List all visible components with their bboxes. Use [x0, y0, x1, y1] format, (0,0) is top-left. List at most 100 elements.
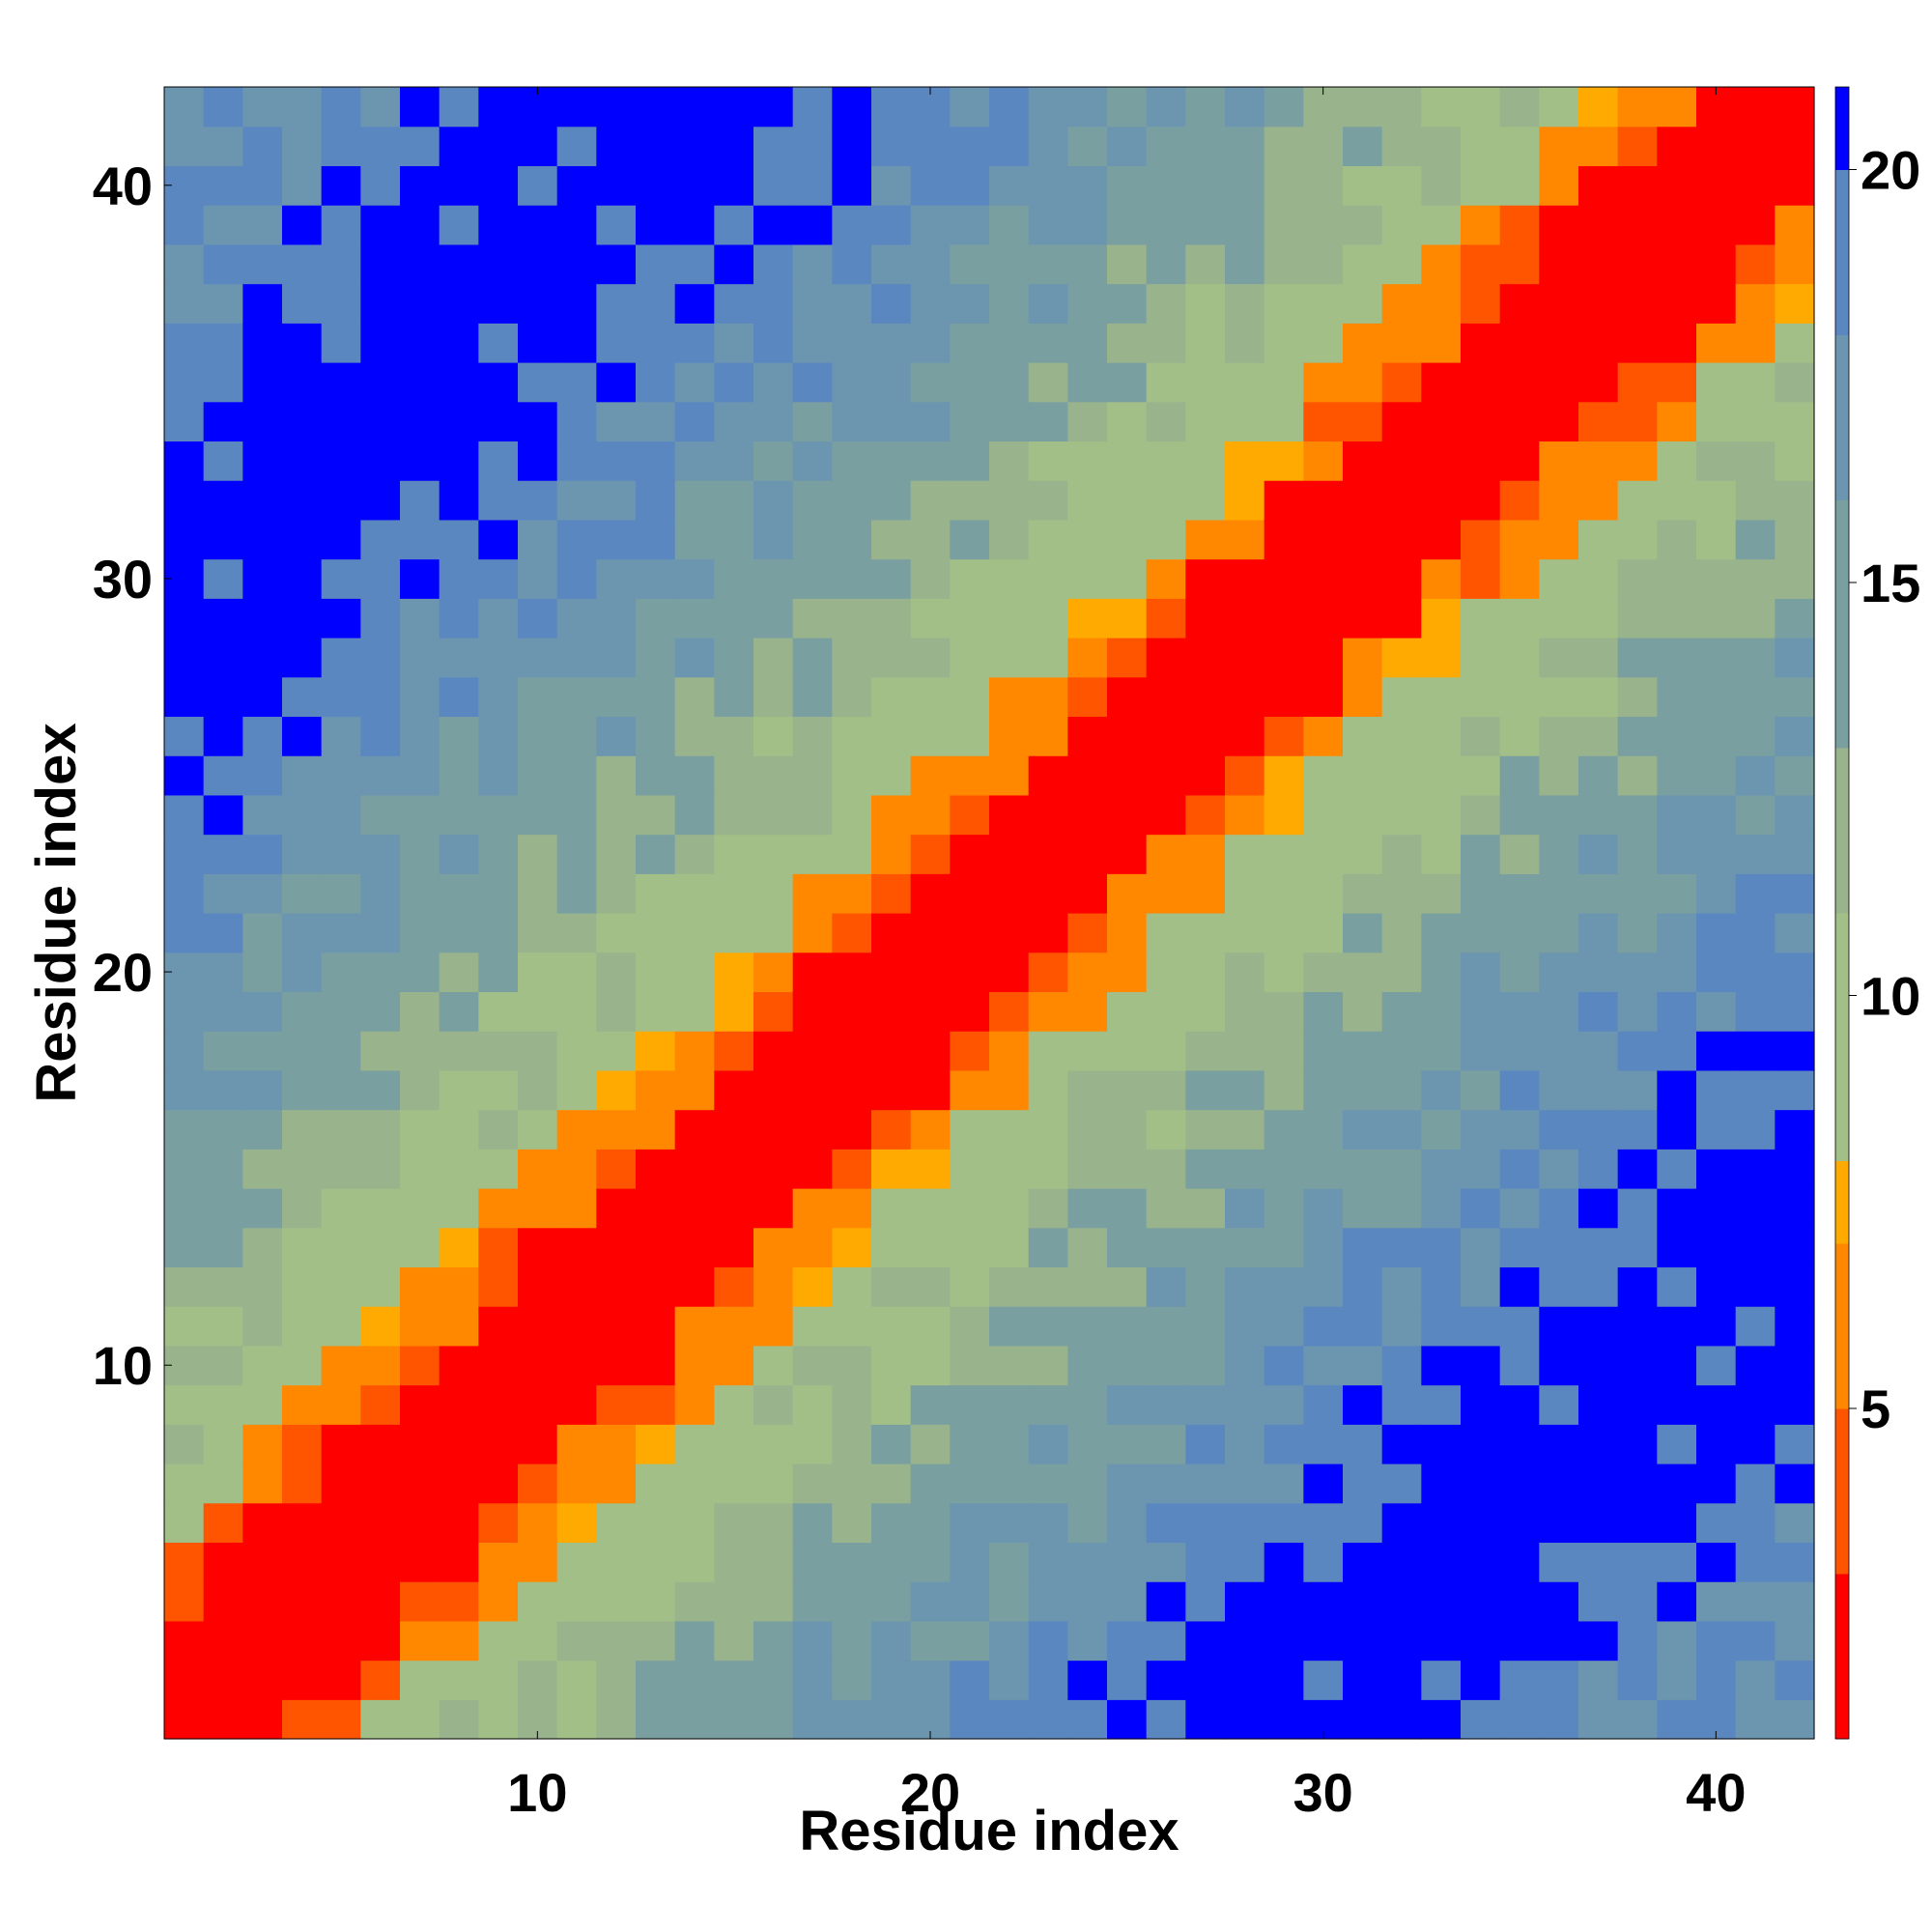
heatmap-cell [1735, 1266, 1776, 1307]
heatmap-cell [1735, 873, 1776, 914]
heatmap-cell [1225, 1581, 1265, 1622]
heatmap-cell [596, 1620, 637, 1662]
heatmap-cell [321, 676, 361, 718]
heatmap-cell [1657, 1424, 1697, 1464]
heatmap-cell [832, 1463, 872, 1504]
heatmap-cell [1421, 1109, 1462, 1150]
heatmap-cell [950, 834, 990, 874]
heatmap-cell [1539, 676, 1579, 718]
heatmap-cell [1225, 558, 1265, 599]
heatmap-cell [832, 440, 872, 481]
heatmap-cell [871, 1463, 912, 1504]
heatmap-cell [832, 165, 872, 206]
heatmap-cell [439, 519, 479, 560]
heatmap-cell [1381, 873, 1422, 914]
heatmap-cell [1343, 1581, 1383, 1622]
heatmap-cell [1146, 1542, 1186, 1582]
heatmap-cell [1028, 991, 1068, 1032]
heatmap-cell [1303, 165, 1344, 206]
heatmap-cell [753, 323, 794, 363]
heatmap-cell [714, 1384, 754, 1425]
heatmap-cell [1421, 1581, 1462, 1622]
heatmap-cell [910, 1620, 951, 1662]
heatmap-cell [1657, 1660, 1697, 1700]
heatmap-cell [1146, 1345, 1186, 1386]
heatmap-cell [1067, 1345, 1108, 1386]
heatmap-cell [1225, 1149, 1265, 1189]
heatmap-cell [910, 1109, 951, 1150]
heatmap-cell [1657, 362, 1697, 403]
heatmap-cell [1303, 1149, 1344, 1189]
heatmap-cell [1303, 1384, 1344, 1425]
colorbar-tick-label: 10 [1861, 966, 1920, 1027]
heatmap-cell [792, 1660, 833, 1700]
heatmap-cell [518, 676, 558, 718]
heatmap-cell [1735, 676, 1776, 718]
heatmap-cell [950, 1345, 990, 1386]
heatmap-cell [714, 913, 754, 953]
heatmap-cell [400, 558, 440, 599]
heatmap-cell [1617, 362, 1658, 403]
heatmap-cell [164, 1384, 205, 1425]
heatmap-cell [1657, 873, 1697, 914]
heatmap-cell [871, 638, 912, 678]
heatmap-cell [164, 598, 205, 639]
heatmap-cell [1775, 1542, 1815, 1582]
heatmap-cell [1539, 1660, 1579, 1700]
heatmap-cell [714, 676, 754, 718]
heatmap-cell [1381, 716, 1422, 756]
heatmap-cell [478, 1463, 519, 1504]
heatmap-cell [1735, 1463, 1776, 1504]
heatmap-cell [1225, 1620, 1265, 1662]
heatmap-cell [1264, 1149, 1304, 1189]
heatmap-cell [518, 440, 558, 481]
heatmap-cell [556, 873, 597, 914]
heatmap-cell [282, 1463, 323, 1504]
heatmap-cell [636, 165, 676, 206]
heatmap-cell [518, 952, 558, 993]
heatmap-cell [360, 952, 401, 993]
heatmap-cell [1735, 1424, 1776, 1464]
heatmap-cell [1775, 1266, 1815, 1307]
heatmap-cell [1067, 1384, 1108, 1425]
heatmap-cell [1067, 755, 1108, 796]
heatmap-cell [1381, 558, 1422, 599]
heatmap-cell [164, 126, 205, 167]
heatmap-cell [1107, 913, 1148, 953]
heatmap-cell [439, 913, 479, 953]
heatmap-cell [596, 1149, 637, 1189]
heatmap-cell [1067, 1266, 1108, 1307]
heatmap-cell [164, 1620, 205, 1662]
heatmap-cell [400, 794, 440, 836]
heatmap-cell [282, 1699, 323, 1740]
heatmap-cell [360, 1502, 401, 1544]
heatmap-cell [282, 243, 323, 285]
heatmap-cell [1539, 243, 1579, 285]
heatmap-cell [1185, 676, 1226, 718]
heatmap-cell [1696, 1424, 1737, 1464]
heatmap-cell [871, 1031, 912, 1071]
heatmap-cell [1067, 519, 1108, 560]
heatmap-cell [556, 1581, 597, 1622]
heatmap-cell [1185, 598, 1226, 639]
heatmap-cell [439, 1109, 479, 1150]
heatmap-cell [596, 598, 637, 639]
heatmap-cell [753, 1031, 794, 1071]
heatmap-cell [1264, 1660, 1304, 1700]
heatmap-cell [753, 952, 794, 993]
heatmap-cell [1657, 1109, 1697, 1150]
heatmap-cell [674, 794, 715, 836]
heatmap-cell [1185, 165, 1226, 206]
heatmap-cell [1499, 205, 1540, 245]
heatmap-cell [1381, 1345, 1422, 1386]
heatmap-cell [1264, 1109, 1304, 1150]
heatmap-cell [1185, 1620, 1226, 1662]
heatmap-cell [1617, 243, 1658, 285]
heatmap-cell [1343, 1463, 1383, 1504]
heatmap-cell [321, 913, 361, 953]
heatmap-cell [596, 1266, 637, 1307]
heatmap-cell [556, 1109, 597, 1150]
heatmap-cell [1657, 676, 1697, 718]
heatmap-cell [1146, 558, 1186, 599]
heatmap-cell [518, 991, 558, 1032]
